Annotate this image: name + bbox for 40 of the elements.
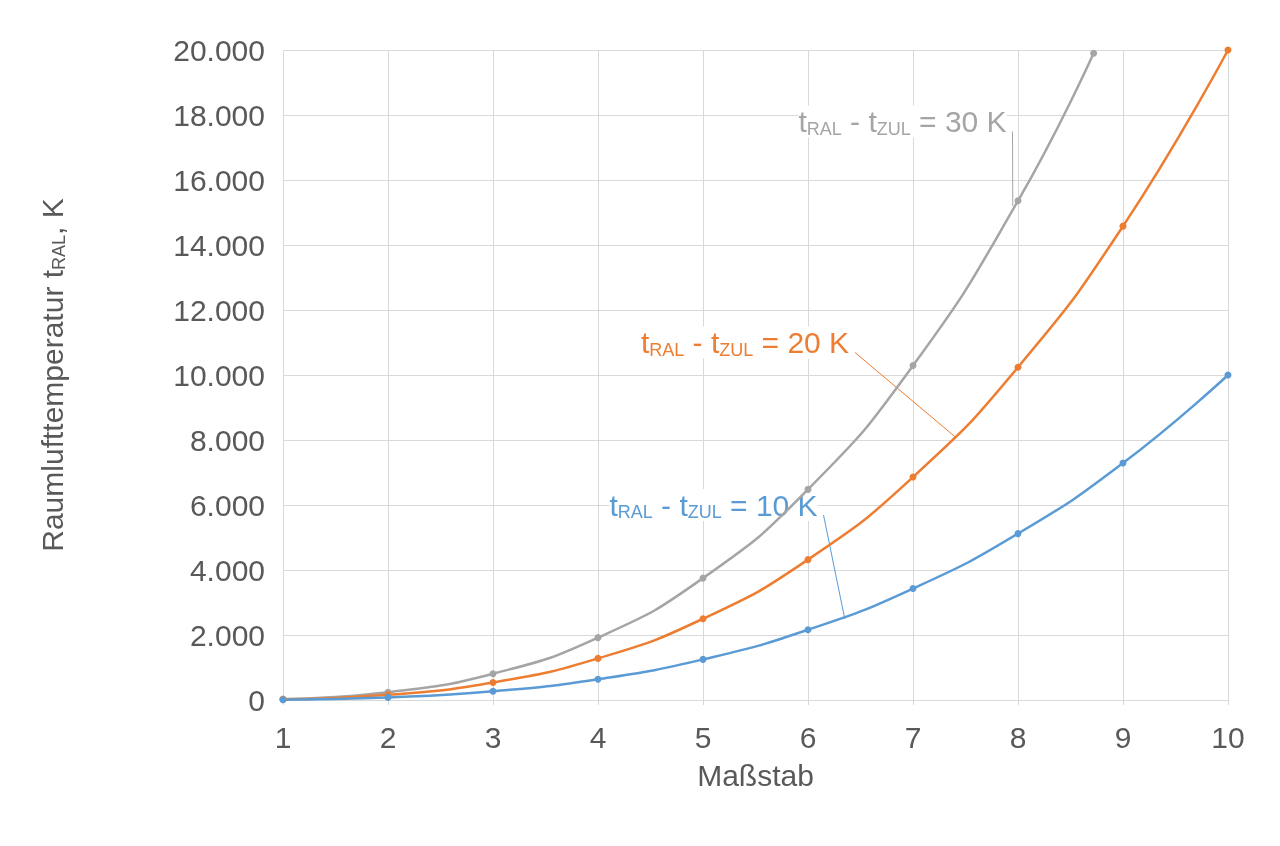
y-tick-label: 6.000 (189, 488, 265, 522)
point (594, 654, 602, 662)
point (1014, 530, 1022, 538)
y-tick-label: 16.000 (173, 163, 265, 197)
point (699, 655, 707, 663)
point (1014, 363, 1022, 371)
x-tick-label: 6 (799, 720, 817, 754)
y-tick-label: 8.000 (189, 423, 265, 457)
y-axis-title: Raumlufttemperatur tRAL, K (35, 198, 69, 552)
point (489, 678, 497, 686)
x-tick-label: 7 (904, 720, 922, 754)
point (909, 362, 917, 370)
y-tick-label: 0 (248, 683, 265, 717)
x-tick-label: 9 (1114, 720, 1132, 754)
point (1014, 197, 1022, 205)
y-tick-label: 18.000 (173, 98, 265, 132)
point (804, 556, 812, 564)
point (909, 585, 917, 593)
point (804, 626, 812, 634)
point (489, 670, 497, 678)
point (594, 675, 602, 683)
point (1090, 49, 1098, 57)
y-tick-label: 12.000 (173, 293, 265, 327)
x-axis-title: Maßstab (697, 758, 814, 792)
x-tick-label: 3 (484, 720, 502, 754)
y-tick-label: 2.000 (189, 618, 265, 652)
y-tick-label: 20.000 (173, 33, 265, 67)
point (489, 687, 497, 695)
x-tick-label: 5 (694, 720, 712, 754)
point (804, 485, 812, 493)
point (594, 634, 602, 642)
y-tick-label: 10.000 (173, 358, 265, 392)
x-tick-label: 10 (1211, 720, 1245, 754)
point (699, 615, 707, 623)
y-tick-label: 14.000 (173, 228, 265, 262)
x-tick-label: 2 (379, 720, 397, 754)
x-tick-label: 1 (274, 720, 292, 754)
x-tick-label: 8 (1009, 720, 1027, 754)
y-tick-label: 4.000 (189, 553, 265, 587)
x-tick-label: 4 (589, 720, 607, 754)
